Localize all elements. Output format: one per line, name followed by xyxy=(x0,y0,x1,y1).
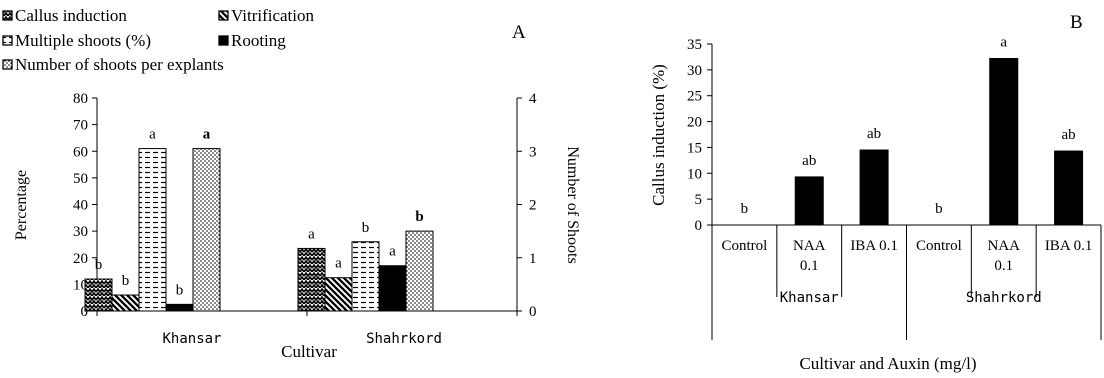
bar-callus-b xyxy=(1054,150,1084,226)
y2-tick-label-a: 1 xyxy=(529,251,537,267)
y-tick-label-a: 30 xyxy=(73,224,88,240)
y-tick-label-a: 0 xyxy=(81,304,89,320)
significance-letter-b: ab xyxy=(1061,127,1075,143)
y-tick-label-b: 10 xyxy=(687,166,702,182)
bars-panel-a: b b a b a a a b a b xyxy=(84,127,434,312)
category-label-b: NAA xyxy=(988,238,1021,254)
category-label-b: Control xyxy=(721,238,767,254)
significance-letter-a: b xyxy=(362,220,370,236)
category-label-b: 0.1 xyxy=(994,258,1013,274)
category-label-a: Khansar xyxy=(162,331,221,347)
bar-zigzag xyxy=(297,247,326,312)
significance-letter-a: b xyxy=(122,273,130,289)
bar-diag xyxy=(111,294,140,312)
bar-callus-b xyxy=(989,57,1019,226)
significance-letter-b: ab xyxy=(802,153,816,169)
y-axis-title-a: Percentage xyxy=(13,170,30,240)
y-tick-label-a: 40 xyxy=(73,198,88,214)
group-label-b: Shahrkord xyxy=(966,290,1042,306)
y-tick-label-a: 10 xyxy=(73,277,88,293)
category-label-b: IBA 0.1 xyxy=(1045,238,1093,254)
panel-label-a: A xyxy=(512,22,526,43)
axes-panel-a: 0 10 20 30 40 50 60 70 80 0 1 2 3 4 Khansar Shahrkord xyxy=(73,91,537,347)
significance-letter-a: a xyxy=(308,226,315,242)
legend-label-a: Vitrification xyxy=(231,6,315,25)
legend-swatch-a xyxy=(2,10,13,21)
bar-dash xyxy=(351,241,380,312)
significance-letter-b: b xyxy=(741,201,749,217)
legend-panel-a: Callus induction Vitrification Multiple sh… xyxy=(2,6,315,74)
category-label-b: NAA xyxy=(793,238,826,254)
y-tick-label-a: 60 xyxy=(73,144,88,160)
significance-letter-a: a xyxy=(389,244,396,260)
bar-dots xyxy=(405,230,434,312)
significance-letter-b: ab xyxy=(867,126,881,142)
y-tick-label-b: 30 xyxy=(687,63,702,79)
legend-swatch-a xyxy=(2,35,13,46)
category-label-b: Control xyxy=(916,238,962,254)
legend-label-a: Number of shoots per explants xyxy=(15,55,224,74)
y2-tick-label-a: 3 xyxy=(529,144,537,160)
significance-letter-a: a xyxy=(203,127,211,143)
category-label-b: 0.1 xyxy=(800,258,819,274)
chart-panel-b: B 0 5 10 15 20 25 30 35 Control NAA 0.1 IBA 0.1 Cont… xyxy=(649,12,1102,373)
category-label-a: Shahrkord xyxy=(366,331,442,347)
bar-zigzag xyxy=(84,278,113,312)
bar-dots xyxy=(192,148,221,312)
significance-letter-a: b xyxy=(415,209,423,225)
y2-tick-label-a: 0 xyxy=(529,304,537,320)
legend-swatch-a xyxy=(218,10,229,21)
bar-callus-b xyxy=(794,176,824,226)
bars-panel-b: b ab ab b a ab xyxy=(741,34,1084,226)
legend-label-a: Callus induction xyxy=(15,6,127,25)
legend-label-a: Multiple shoots (%) xyxy=(15,31,151,50)
legend-label-a: Rooting xyxy=(231,31,286,50)
y-tick-label-a: 20 xyxy=(73,251,88,267)
y-tick-label-b: 20 xyxy=(687,115,702,131)
chart-panel-a: Callus induction Vitrification Multiple sh… xyxy=(2,6,581,361)
y-tick-label-b: 15 xyxy=(687,140,702,156)
y2-tick-label-a: 4 xyxy=(529,91,537,107)
category-label-b: IBA 0.1 xyxy=(850,238,898,254)
bar-callus-b xyxy=(859,149,889,226)
y-axis-title-b: Callus induction (%) xyxy=(649,64,668,206)
significance-letter-a: b xyxy=(95,257,103,273)
y-tick-label-b: 5 xyxy=(695,192,703,208)
y2-axis-title-a: Number of Shoots xyxy=(564,146,581,263)
y2-tick-label-a: 2 xyxy=(529,198,537,214)
y-tick-label-b: 35 xyxy=(687,37,702,53)
group-label-b: Khansar xyxy=(780,290,839,306)
x-axis-title-b: Cultivar and Auxin (mg/l) xyxy=(799,354,976,373)
x-axis-title-a: Cultivar xyxy=(281,342,337,361)
bar-solid xyxy=(378,265,407,312)
significance-letter-a: b xyxy=(176,282,184,298)
significance-letter-b: a xyxy=(1000,34,1007,50)
significance-letter-a: a xyxy=(335,256,342,272)
y-tick-label-b: 25 xyxy=(687,89,702,105)
axes-panel-b: 0 5 10 15 20 25 30 35 Control NAA 0.1 IBA 0.1 Contro… xyxy=(687,37,1102,340)
significance-letter-a: a xyxy=(149,127,156,143)
y-tick-label-a: 80 xyxy=(73,91,88,107)
bar-diag xyxy=(324,277,353,312)
significance-letter-b: b xyxy=(935,201,943,217)
legend-swatch-a xyxy=(218,35,229,46)
panel-label-b: B xyxy=(1070,12,1083,33)
y-tick-label-a: 50 xyxy=(73,171,88,187)
y-tick-label-a: 70 xyxy=(73,118,88,134)
bar-solid xyxy=(165,303,194,312)
y-tick-label-b: 0 xyxy=(695,218,703,234)
legend-swatch-a xyxy=(2,59,13,70)
bar-dash xyxy=(138,148,167,312)
